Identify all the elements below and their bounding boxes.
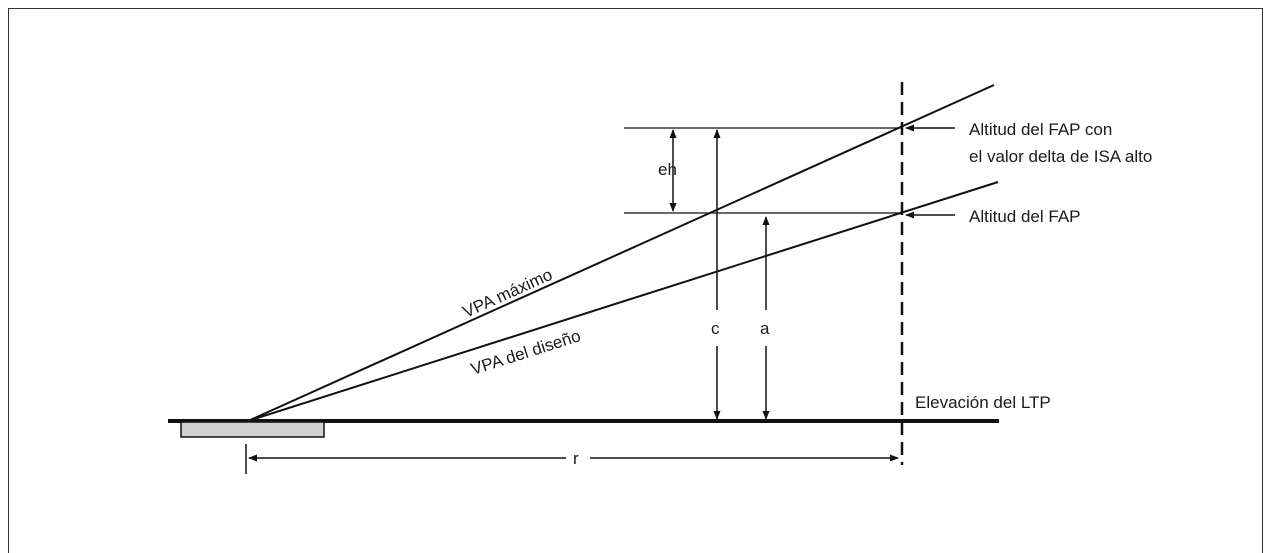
ltp-label: Elevación del LTP [915,393,1051,412]
fap-isa-label-line2: el valor delta de ISA alto [969,147,1152,166]
vpa-max-line [247,84,995,422]
diagram-frame [8,8,1263,553]
vpa-design-label: VPA del diseño [468,326,582,379]
a-label: a [760,319,770,338]
vpa-max-label: VPA máximo [460,265,555,322]
fap-isa-label-line1: Altitud del FAP con [969,120,1112,139]
r-label: r [573,449,579,468]
eh-label: eh [658,160,677,179]
vpa-design-line [247,181,999,422]
c-label: c [711,319,720,338]
runway-threshold-block [180,421,325,438]
fap-label: Altitud del FAP [969,207,1081,226]
